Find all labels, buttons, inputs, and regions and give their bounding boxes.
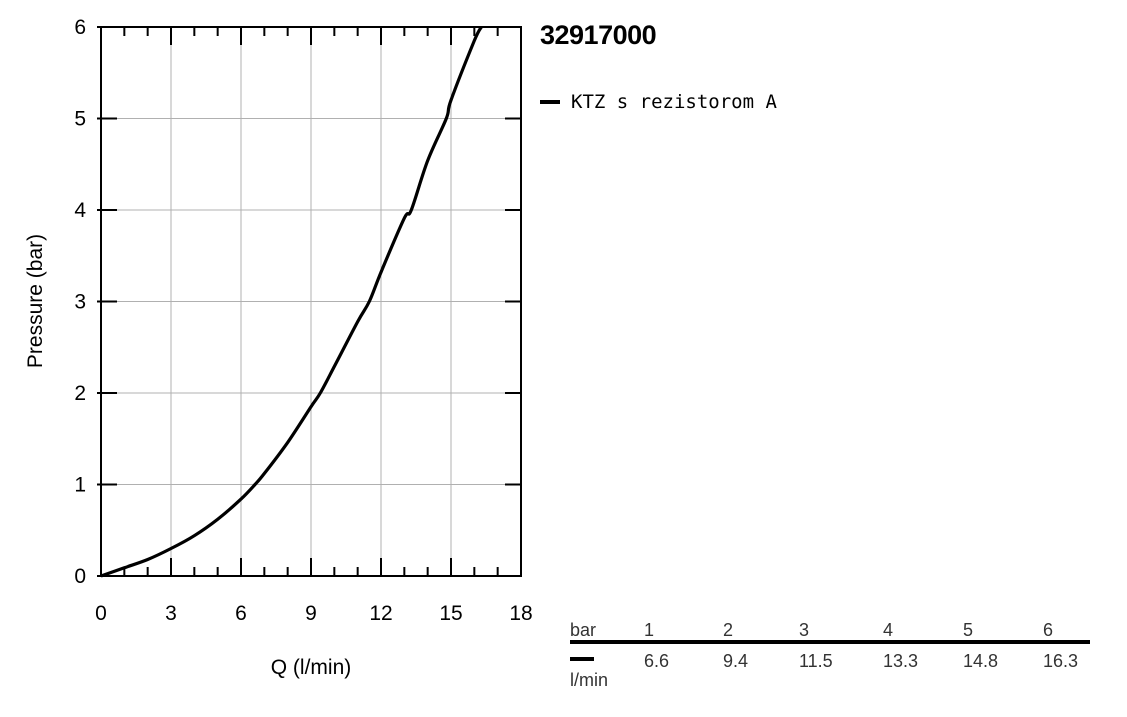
table-divider (570, 640, 1090, 644)
page-title: 32917000 (540, 20, 657, 50)
plot-frame (100, 26, 522, 577)
x-tick-label: 6 (235, 602, 247, 625)
table-cell: 13.3 (883, 651, 919, 671)
legend-label: KTZ s rezistorom A (571, 91, 777, 113)
table-unit-lpm: l/min (570, 670, 609, 690)
table-row-pressure: bar 1 2 3 4 5 6 (570, 620, 1090, 642)
table-cell: 2 (723, 620, 734, 640)
table-row-flow: 6.6 9.4 11.5 13.3 14.8 16.3 (570, 651, 1090, 673)
legend: KTZ s rezistorom A (540, 90, 777, 114)
x-tick-label: 15 (439, 602, 462, 625)
table-unit-bar: bar (570, 620, 597, 640)
table-cell: 16.3 (1043, 651, 1079, 671)
table-cell: 14.8 (963, 651, 999, 671)
table-cell: 6.6 (644, 651, 670, 671)
y-tick-label: 3 (74, 291, 86, 314)
x-tick-label: 18 (509, 602, 532, 625)
x-axis-label: Q (l/min) (271, 656, 352, 679)
x-tick-labels: 0 3 6 9 12 15 18 (95, 602, 533, 625)
y-tick-label: 1 (74, 474, 86, 497)
x-tick-label: 9 (305, 602, 317, 625)
table-cell: 6 (1043, 620, 1054, 640)
y-tick-label: 0 (74, 565, 86, 588)
y-tick-label: 4 (74, 199, 86, 222)
y-axis-label: Pressure (bar) (24, 234, 47, 368)
y-tick-label: 6 (74, 16, 86, 39)
table-series-swatch (570, 657, 594, 661)
table-cell: 4 (883, 620, 894, 640)
x-tick-label: 12 (369, 602, 392, 625)
legend-swatch (540, 100, 560, 104)
table-cell: 11.5 (799, 651, 833, 671)
y-tick-label: 2 (74, 382, 86, 405)
x-tick-label: 3 (165, 602, 177, 625)
x-tick-label: 0 (95, 602, 107, 625)
y-tick-label: 5 (74, 108, 86, 131)
grid-lines (100, 26, 522, 577)
table-cell: 3 (799, 620, 810, 640)
table-cell: 1 (644, 620, 655, 640)
y-tick-labels: 0 1 2 3 4 5 6 (74, 16, 86, 588)
table-cell: 9.4 (723, 651, 749, 671)
series-line (100, 26, 483, 578)
table-cell: 5 (963, 620, 974, 640)
